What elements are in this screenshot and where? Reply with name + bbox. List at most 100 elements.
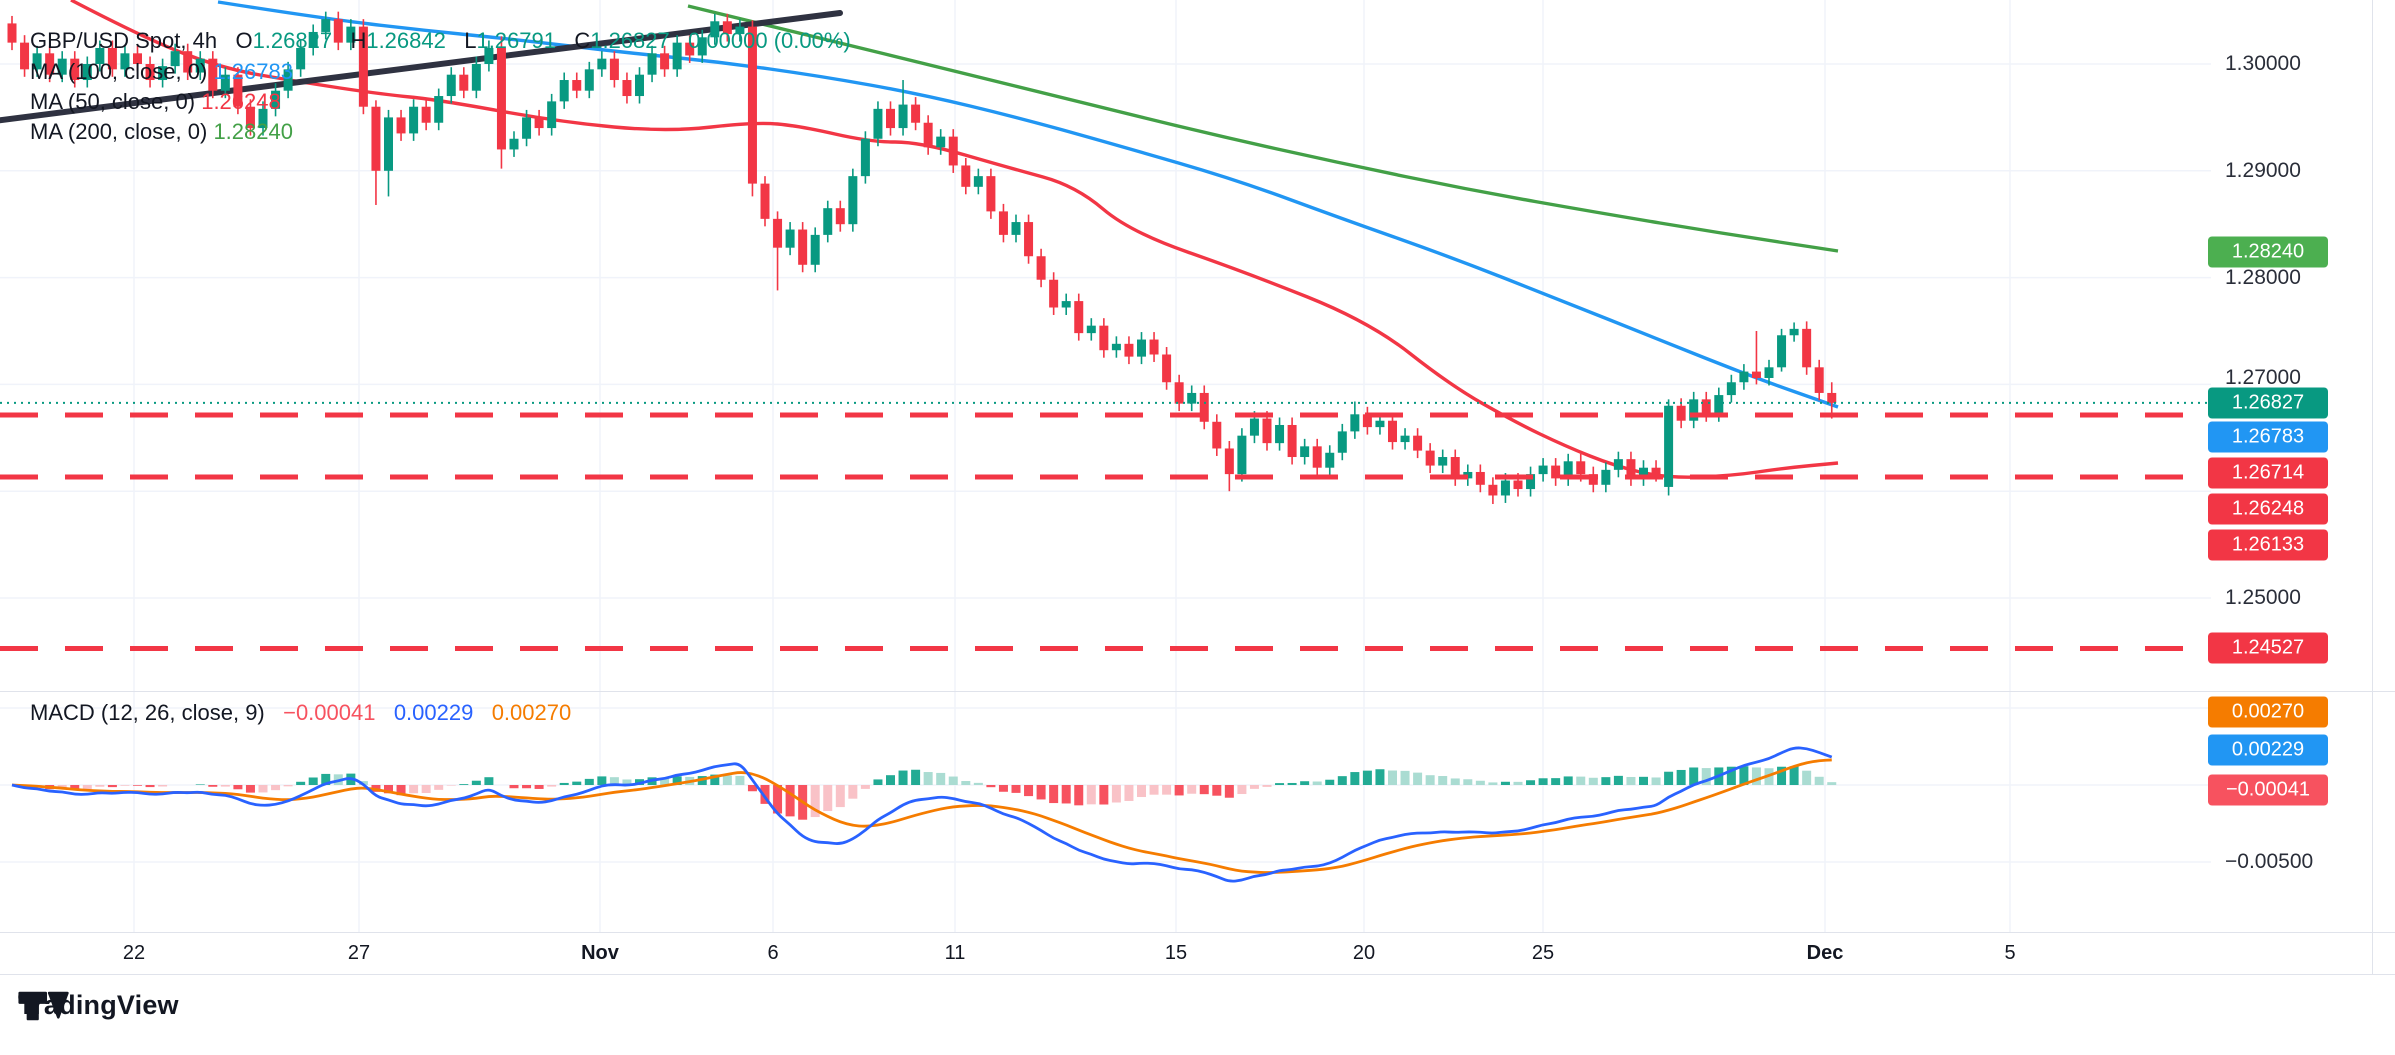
- candle-body: [911, 104, 921, 123]
- macd-histogram-bar: [1149, 785, 1159, 795]
- macd-histogram-bar: [1676, 769, 1686, 785]
- low-label: L: [464, 28, 477, 53]
- candle-body: [1350, 414, 1360, 432]
- macd-histogram-bar: [107, 785, 117, 788]
- macd-histogram-bar: [321, 773, 331, 785]
- candle-body: [1551, 465, 1561, 479]
- macd-histogram-bar: [421, 785, 431, 794]
- trendline-drawing[interactable]: [0, 10, 843, 124]
- candle-body: [998, 211, 1008, 235]
- macd-histogram-bar: [1237, 785, 1247, 795]
- candle-body: [1325, 452, 1335, 468]
- macd-histogram-bar: [1413, 772, 1423, 785]
- ma200-legend[interactable]: MA (200, close, 0) 1.28240: [30, 119, 293, 145]
- macd-histogram-bar: [1350, 772, 1360, 785]
- candle-body: [1036, 256, 1046, 280]
- macd-histogram-bar: [1362, 770, 1372, 785]
- pane-separator[interactable]: [0, 691, 2395, 692]
- candle-body: [107, 47, 117, 70]
- macd-histogram-bar: [258, 785, 268, 793]
- ma200-label: MA (200, close, 0): [30, 119, 208, 144]
- macd-histogram-bar: [1789, 766, 1799, 785]
- time-axis-label: 15: [1164, 942, 1188, 964]
- candle-body: [384, 117, 393, 171]
- macd-histogram-bar: [848, 785, 858, 799]
- macd-histogram-bar: [1162, 785, 1172, 795]
- candle-body: [1513, 480, 1523, 490]
- candle-body: [57, 58, 67, 75]
- ma100-legend[interactable]: MA (100, close, 0) 1.26783: [30, 59, 293, 85]
- candle-body: [133, 53, 142, 64]
- candle-body: [747, 26, 757, 184]
- candle-body: [710, 21, 720, 38]
- candle-body: [1187, 392, 1197, 404]
- candle-body: [860, 138, 870, 177]
- main-price-pane[interactable]: [0, 0, 2211, 692]
- time-axis-label: 25: [1531, 942, 1555, 964]
- candle-body: [459, 74, 469, 91]
- macd-histogram-bar: [1689, 767, 1699, 785]
- macd-histogram-bar: [1739, 766, 1749, 785]
- candle-body: [396, 117, 406, 134]
- symbol-legend[interactable]: GBP/USD Spot, 4h O1.26827 H1.26842 L1.26…: [30, 28, 851, 54]
- candle-body: [948, 136, 958, 166]
- open-label: O: [235, 28, 253, 53]
- candle-body: [785, 229, 795, 248]
- candle-body: [522, 117, 532, 139]
- close-value: 1.26827: [590, 28, 670, 53]
- macd-histogram-bar: [1388, 770, 1397, 785]
- candle-body: [1049, 279, 1059, 308]
- candle-body: [735, 26, 745, 35]
- macd-histogram-bar: [1538, 778, 1548, 785]
- macd-histogram-bar: [308, 777, 318, 785]
- macd-histogram-bar: [1651, 777, 1661, 785]
- candle-body: [697, 37, 707, 56]
- candle-body: [798, 229, 808, 265]
- candle-body: [886, 108, 895, 129]
- candle-body: [810, 234, 820, 265]
- candle-body: [1099, 325, 1109, 351]
- widget-bottom-border: [0, 974, 2395, 975]
- symbol-title: GBP/USD Spot, 4h: [30, 28, 218, 53]
- candle-body: [484, 47, 494, 64]
- macd-histogram-bar: [1726, 766, 1736, 785]
- macd-histogram-bar: [1639, 776, 1648, 785]
- candle-body: [1714, 395, 1724, 415]
- ma50-legend[interactable]: MA (50, close, 0) 1.26248: [30, 89, 281, 115]
- macd-histogram-bar: [1325, 779, 1335, 785]
- macd-legend[interactable]: MACD (12, 26, close, 9) −0.00041 0.00229…: [30, 700, 571, 726]
- macd-histogram-bar: [70, 785, 80, 790]
- candle-body: [1124, 343, 1134, 357]
- macd-histogram-bar: [1551, 778, 1561, 785]
- candle-body: [1789, 328, 1799, 336]
- candle-body: [622, 80, 632, 97]
- macd-histogram-bar: [82, 785, 92, 790]
- candle-body: [296, 47, 306, 70]
- macd-pane[interactable]: [0, 692, 2211, 932]
- candle-body: [120, 53, 130, 70]
- tradingview-attribution[interactable]: TradingView: [18, 990, 179, 1021]
- candle-body: [195, 58, 205, 73]
- macd-histogram-bar: [1827, 782, 1837, 785]
- candle-body: [1689, 399, 1699, 421]
- macd-histogram-bar: [1526, 780, 1536, 785]
- macd-hist-value: −0.00041: [283, 700, 376, 725]
- price-axis-label: 1.27000: [2225, 366, 2301, 389]
- macd-histogram-bar: [534, 785, 544, 789]
- macd-histogram-bar: [747, 785, 757, 792]
- macd-histogram-bar: [710, 774, 720, 785]
- candle-body: [961, 165, 971, 187]
- candle-body: [45, 53, 55, 75]
- price-badge: 1.26133: [2208, 529, 2328, 561]
- macd-histogram-bar: [1024, 785, 1034, 797]
- change-value: 0.00000 (0.00%): [688, 28, 851, 53]
- candle-body: [1011, 222, 1021, 235]
- time-axis-label: 27: [347, 942, 371, 964]
- candle-body: [32, 53, 42, 70]
- macd-signal-line: [11, 758, 1832, 874]
- time-axis-label: 22: [122, 942, 146, 964]
- macd-histogram-bar: [1814, 776, 1824, 785]
- macd-badge: 0.00229: [2208, 734, 2328, 766]
- ma50-value: 1.26248: [201, 89, 281, 114]
- macd-histogram-bar: [1275, 783, 1285, 785]
